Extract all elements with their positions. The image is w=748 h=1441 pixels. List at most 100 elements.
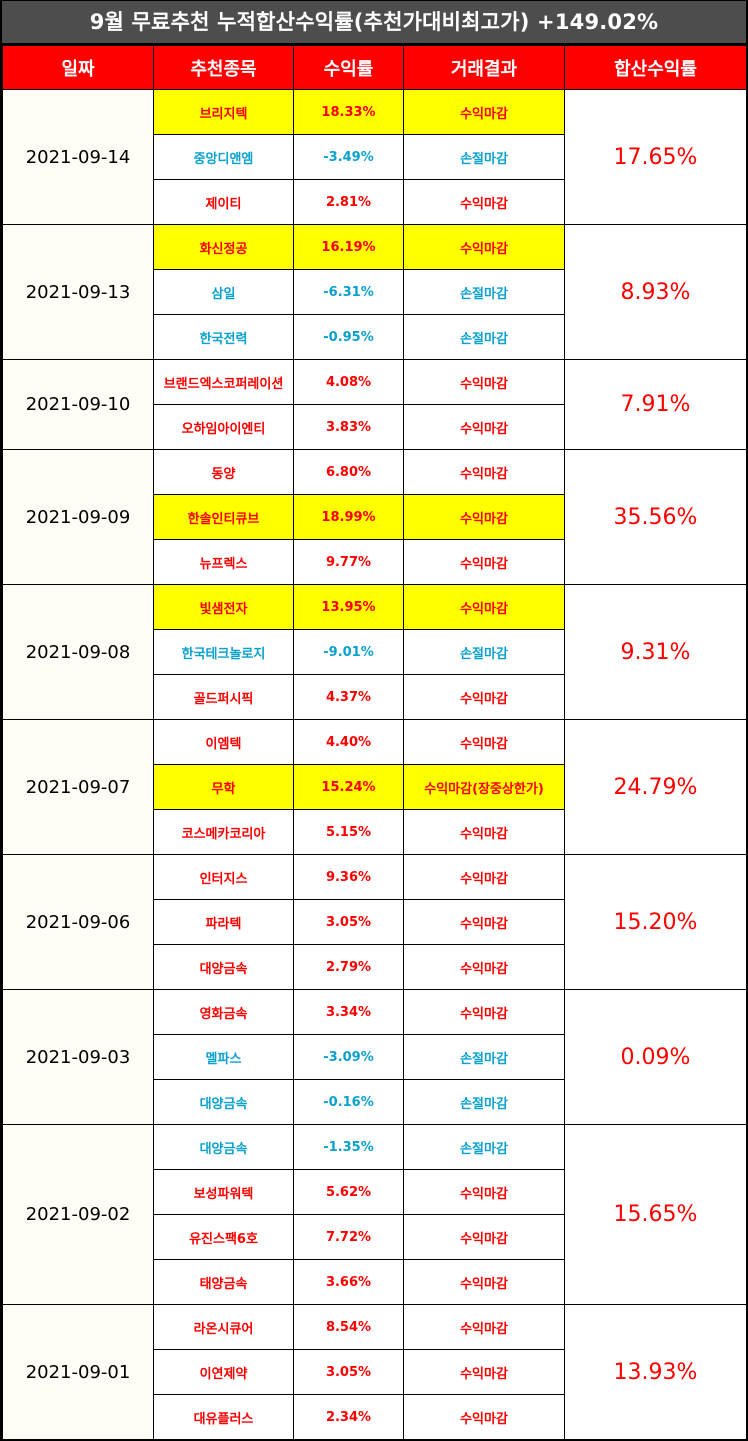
result-cell: 수익마감	[403, 1394, 565, 1440]
result-cell: 손절마감	[403, 629, 565, 675]
result-cell: 손절마감	[403, 1079, 565, 1125]
stock-cell: 대양금속	[153, 1079, 294, 1125]
header-result: 거래결과	[403, 45, 565, 90]
result-cell: 손절마감	[403, 1124, 565, 1170]
result-cell: 수익마감	[403, 989, 565, 1035]
result-cell: 수익마감	[403, 854, 565, 900]
stock-cell: 유진스팩6호	[153, 1214, 294, 1260]
rate-cell: 3.66%	[293, 1259, 404, 1305]
stock-cell: 오하임아이엔티	[153, 404, 294, 450]
table-row: 중앙디앤엠 -3.49% 손절마감	[3, 134, 747, 180]
result-cell: 수익마감	[403, 809, 565, 855]
rate-cell: -9.01%	[293, 629, 404, 675]
table-row: 한국전력 -0.95% 손절마감	[3, 314, 747, 360]
total-return-cell: 15.20%	[564, 854, 747, 990]
table-row: 오하임아이엔티 3.83% 수익마감	[3, 404, 747, 450]
result-cell: 수익마감	[403, 89, 565, 135]
total-return-cell: 9.31%	[564, 584, 747, 720]
result-cell: 수익마감	[403, 539, 565, 585]
header-total: 합산수익률	[564, 45, 747, 90]
rate-cell: 3.05%	[293, 1349, 404, 1395]
rate-cell: 4.37%	[293, 674, 404, 720]
table-row: 2021-09-07 이엠텍 4.40% 수익마감 24.79%	[2, 719, 747, 855]
rate-cell: 9.77%	[293, 539, 404, 585]
rate-cell: -6.31%	[293, 269, 404, 315]
result-cell: 수익마감	[403, 224, 565, 270]
stock-cell: 동양	[153, 449, 294, 495]
date-cell: 2021-09-06	[2, 854, 154, 990]
stock-cell: 한국테크놀로지	[153, 629, 294, 675]
date-cell: 2021-09-03	[2, 989, 154, 1125]
rate-cell: 13.95%	[293, 584, 404, 630]
result-cell: 수익마감	[403, 899, 565, 945]
rate-cell: 4.08%	[293, 359, 404, 405]
rate-cell: 7.72%	[293, 1214, 404, 1260]
table-row: 대유플러스 2.34% 수익마감	[3, 1394, 747, 1440]
rate-cell: 6.80%	[293, 449, 404, 495]
stock-cell: 한솔인티큐브	[153, 494, 294, 540]
rate-cell: 2.81%	[293, 179, 404, 225]
rate-cell: -3.49%	[293, 134, 404, 180]
result-cell: 손절마감	[403, 1034, 565, 1080]
total-return-cell: 8.93%	[564, 224, 747, 360]
result-cell: 수익마감	[403, 1214, 565, 1260]
stock-cell: 대양금속	[153, 1124, 294, 1170]
stock-cell: 브랜드엑스코퍼레이션	[153, 359, 294, 405]
date-cell: 2021-09-13	[2, 224, 154, 360]
result-cell: 수익마감	[403, 1259, 565, 1305]
result-cell: 수익마감	[403, 674, 565, 720]
date-cell: 2021-09-10	[2, 359, 154, 450]
result-cell: 수익마감	[403, 494, 565, 540]
table-row: 한솔인티큐브 18.99% 수익마감	[3, 494, 747, 540]
date-cell: 2021-09-08	[2, 584, 154, 720]
stock-cell: 중앙디앤엠	[153, 134, 294, 180]
table-row: 보성파워텍 5.62% 수익마감	[3, 1169, 747, 1215]
result-cell: 수익마감(장중상한가)	[403, 764, 565, 810]
stock-cell: 브리지텍	[153, 89, 294, 135]
table-row: 제이티 2.81% 수익마감	[3, 179, 747, 225]
table-row: 2021-09-06 인터지스 9.36% 수익마감 15.20%	[2, 854, 747, 990]
header-row: 일짜 추천종목 수익률 거래결과 합산수익률	[2, 45, 747, 90]
table-row: 2021-09-08 빛샘전자 13.95% 수익마감 9.31%	[2, 584, 747, 720]
stock-cell: 화신정공	[153, 224, 294, 270]
date-cell: 2021-09-14	[2, 89, 154, 225]
table-row: 2021-09-09 동양 6.80% 수익마감 35.56%	[2, 449, 747, 585]
result-cell: 수익마감	[403, 359, 565, 405]
rate-cell: 2.34%	[293, 1394, 404, 1440]
table-row: 멜파스 -3.09% 손절마감	[3, 1034, 747, 1080]
stock-cell: 멜파스	[153, 1034, 294, 1080]
table-body: 2021-09-14 브리지텍 18.33% 수익마감 17.65% 중앙디앤엠 -3.49…	[2, 89, 747, 1440]
rate-cell: 15.24%	[293, 764, 404, 810]
date-cell: 2021-09-07	[2, 719, 154, 855]
rate-cell: -0.95%	[293, 314, 404, 360]
stock-cell: 이연제약	[153, 1349, 294, 1395]
date-cell: 2021-09-09	[2, 449, 154, 585]
result-cell: 손절마감	[403, 134, 565, 180]
header-stock: 추천종목	[153, 45, 294, 90]
rate-cell: 16.19%	[293, 224, 404, 270]
stock-cell: 삼일	[153, 269, 294, 315]
result-cell: 수익마감	[403, 449, 565, 495]
date-cell: 2021-09-02	[2, 1124, 154, 1305]
result-cell: 수익마감	[403, 179, 565, 225]
table-row: 한국테크놀로지 -9.01% 손절마감	[3, 629, 747, 675]
table-row: 2021-09-14 브리지텍 18.33% 수익마감 17.65%	[2, 89, 747, 225]
result-cell: 수익마감	[403, 944, 565, 990]
rate-cell: 18.33%	[293, 89, 404, 135]
rate-cell: 9.36%	[293, 854, 404, 900]
result-cell: 수익마감	[403, 404, 565, 450]
date-cell: 2021-09-01	[2, 1304, 154, 1440]
table-row: 골드퍼시픽 4.37% 수익마감	[3, 674, 747, 720]
table-row: 이연제약 3.05% 수익마감	[3, 1349, 747, 1395]
rate-cell: 3.83%	[293, 404, 404, 450]
stock-cell: 영화금속	[153, 989, 294, 1035]
total-return-cell: 24.79%	[564, 719, 747, 855]
total-return-cell: 35.56%	[564, 449, 747, 585]
stock-cell: 코스메카코리아	[153, 809, 294, 855]
header-rate: 수익률	[293, 45, 404, 90]
rate-cell: 4.40%	[293, 719, 404, 765]
rate-cell: 3.05%	[293, 899, 404, 945]
total-return-cell: 17.65%	[564, 89, 747, 225]
rate-cell: -0.16%	[293, 1079, 404, 1125]
